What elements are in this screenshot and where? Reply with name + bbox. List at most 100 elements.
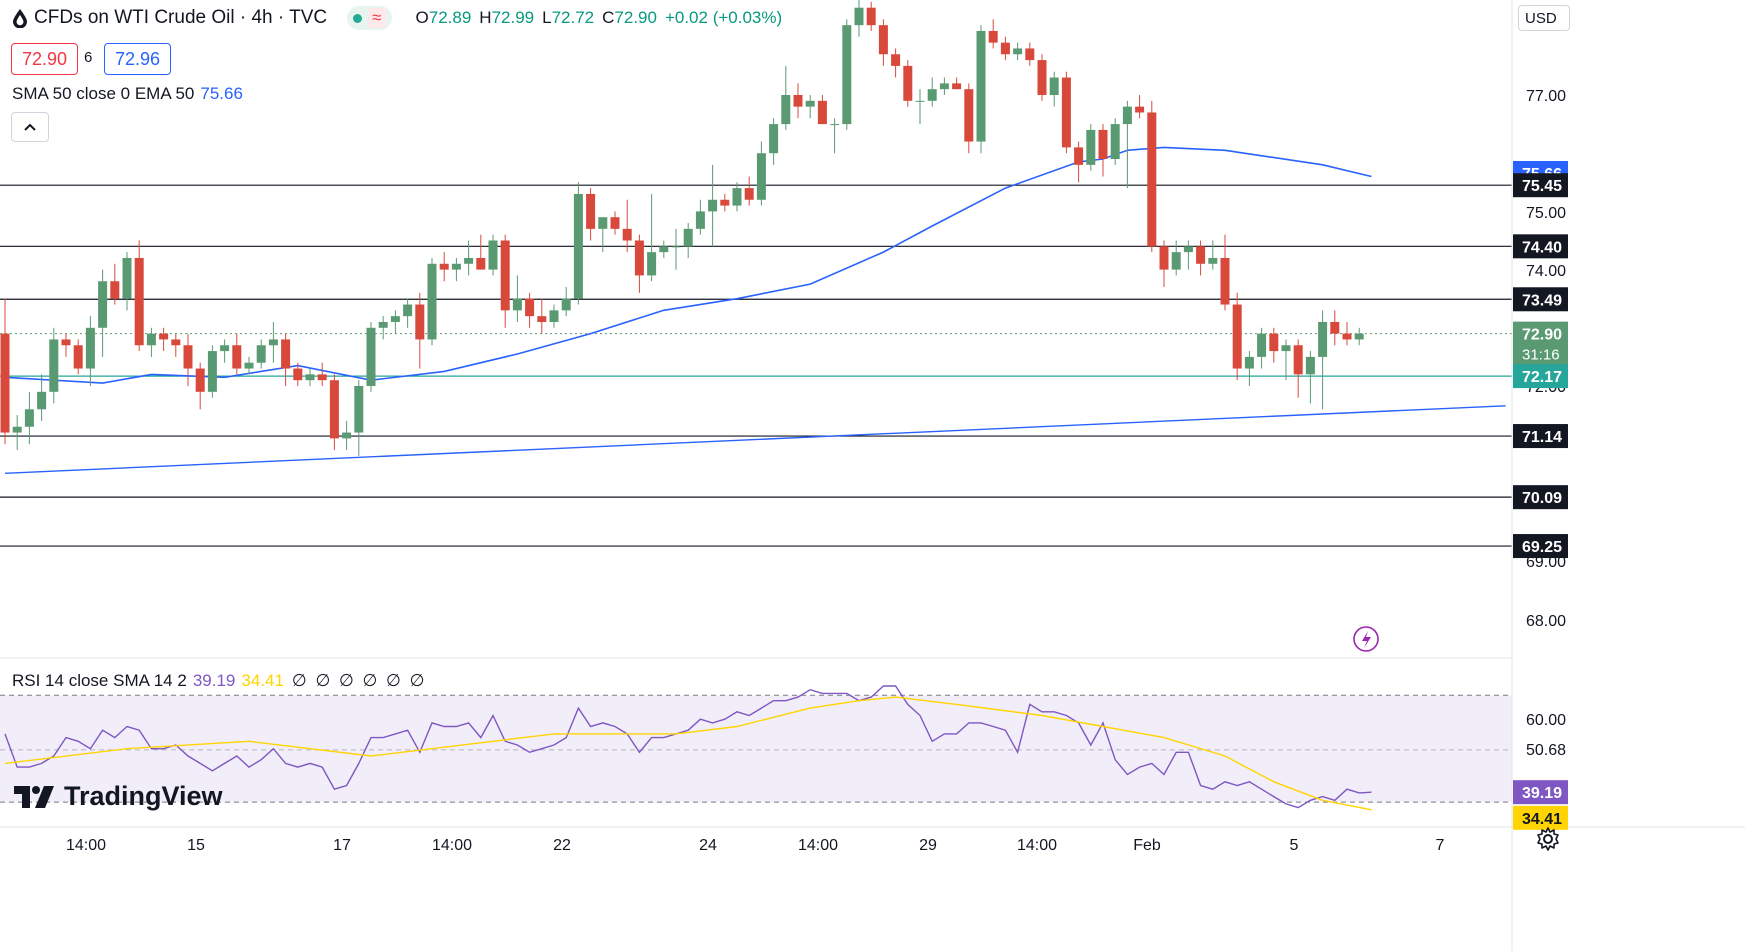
price-tick: 75.00	[1526, 205, 1566, 222]
candle-83	[1013, 42, 1023, 61]
candle-4	[49, 327, 59, 404]
candle-body	[488, 240, 498, 270]
rsi-label-text: 39.19	[1522, 785, 1562, 802]
candle-body	[622, 228, 632, 241]
time-tick: Feb	[1133, 837, 1161, 854]
ema-line	[4, 146, 1372, 384]
time-tick: 14:00	[66, 837, 106, 854]
candle-85	[1037, 54, 1047, 101]
candle-body	[342, 432, 352, 439]
candle-61	[744, 176, 754, 206]
candle-35	[427, 257, 437, 346]
time-tick: 14:00	[798, 837, 838, 854]
candle-75	[915, 89, 925, 125]
candle-body	[744, 188, 754, 200]
candle-40	[488, 234, 498, 276]
candle-59	[720, 193, 730, 212]
price-label-bg	[1513, 534, 1568, 559]
tradingview-logo[interactable]: TradingView	[14, 781, 223, 812]
candle-body	[1318, 321, 1328, 357]
candle-10	[122, 252, 132, 311]
price-label-text: 71.14	[1522, 429, 1562, 446]
candle-68	[830, 118, 840, 154]
candle-body	[769, 124, 779, 154]
price-label-text: 72.17	[1522, 369, 1562, 386]
candle-body	[1342, 333, 1352, 340]
candle-9	[110, 263, 120, 305]
candle-97	[1183, 240, 1193, 270]
candle-body	[610, 217, 620, 229]
candle-58	[708, 164, 718, 247]
candle-body	[281, 339, 291, 369]
candle-body	[464, 257, 474, 264]
currency-select[interactable]: USD	[1518, 5, 1570, 31]
candle-body	[573, 193, 583, 299]
sell-price-button[interactable]: 72.90	[11, 43, 79, 75]
market-status[interactable]: ≈	[347, 6, 392, 30]
rsi-legend[interactable]: RSI 14 close SMA 14 2 39.19 34.41 ∅ ∅ ∅ ∅ ∅…	[12, 671, 427, 690]
candle-body	[1013, 48, 1023, 55]
candle-body	[61, 339, 71, 346]
candle-43	[525, 292, 535, 328]
candle-body	[1086, 129, 1096, 165]
candle-91	[1110, 118, 1120, 165]
candle-110	[1342, 321, 1352, 346]
candle-body	[671, 246, 681, 248]
time-tick: 5	[1290, 837, 1299, 854]
candle-89	[1086, 124, 1096, 171]
candle-78	[952, 77, 962, 90]
candle-body	[1061, 77, 1071, 148]
candle-7	[85, 316, 95, 386]
chevron-up-icon	[24, 123, 36, 131]
candle-20	[244, 356, 254, 375]
candle-13	[159, 327, 169, 352]
candle-108	[1318, 310, 1328, 410]
price-tick: 69.00	[1526, 554, 1566, 571]
candle-body	[927, 89, 937, 101]
candle-92	[1122, 100, 1132, 189]
candle-76	[927, 77, 937, 107]
candle-body	[98, 281, 108, 328]
ma-legend[interactable]: SMA 50 close 0 EMA 50 75.66	[12, 84, 243, 103]
candle-body	[1122, 106, 1132, 125]
candle-96	[1171, 240, 1181, 276]
candle-body	[85, 327, 95, 369]
candle-71	[866, 1, 876, 31]
rsi-line	[4, 685, 1372, 809]
candle-body	[964, 89, 974, 142]
candle-body	[634, 240, 644, 276]
oil-drop-icon	[13, 9, 27, 28]
candle-body	[842, 25, 852, 125]
candle-1	[12, 415, 22, 451]
candle-body	[952, 83, 962, 90]
candle-body	[805, 100, 815, 107]
candle-26	[317, 362, 327, 386]
candle-94	[1147, 100, 1157, 253]
candle-body	[1196, 246, 1206, 264]
candle-86	[1049, 71, 1059, 107]
candle-0	[0, 298, 10, 445]
price-label-l2: 74.40	[1513, 234, 1568, 259]
candle-16	[195, 362, 205, 410]
title-text: CFDs on WTI Crude Oil · 4h · TVC	[34, 7, 328, 28]
candle-body	[1110, 124, 1120, 160]
settings-gear-icon[interactable]	[1535, 826, 1561, 852]
candle-body	[866, 7, 876, 26]
buy-price-button[interactable]: 72.96	[104, 43, 172, 75]
candle-body	[598, 217, 608, 229]
candle-body	[183, 345, 193, 369]
price-pane	[0, 0, 1512, 652]
candle-101	[1232, 292, 1242, 381]
candle-62	[756, 141, 766, 206]
candle-3	[37, 374, 47, 421]
collapse-legend-button[interactable]	[11, 112, 49, 142]
candle-body	[1074, 147, 1084, 165]
candle-54	[659, 240, 669, 258]
candle-8	[98, 269, 108, 357]
candle-body	[0, 333, 10, 433]
candle-103	[1257, 327, 1267, 369]
candle-51	[622, 199, 632, 253]
symbol-title[interactable]: CFDs on WTI Crude Oil · 4h · TVC ≈ O72.8…	[12, 6, 782, 30]
candle-6	[73, 339, 83, 375]
